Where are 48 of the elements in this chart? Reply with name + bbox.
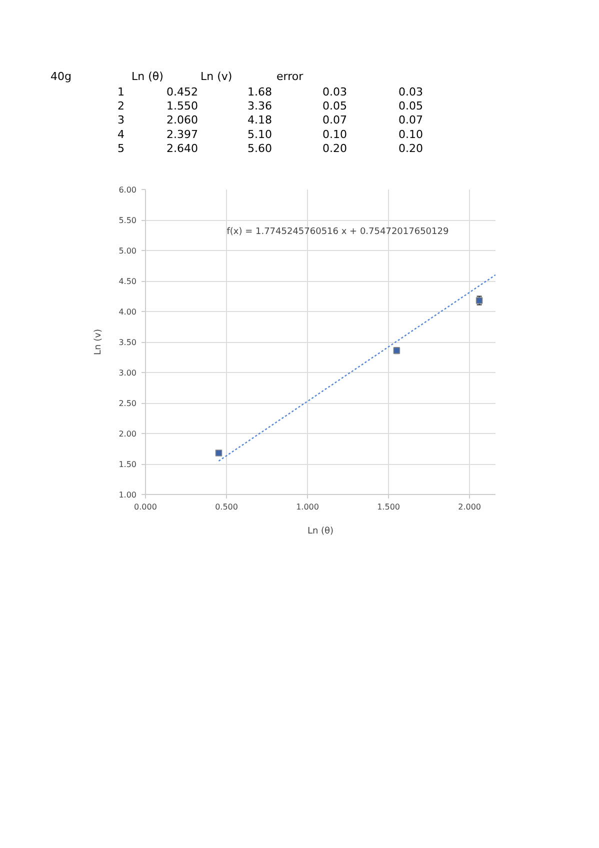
y-tick-label: 4.00 <box>118 308 136 316</box>
text: 5 <box>118 142 124 155</box>
text: 2.060 <box>166 114 198 127</box>
text: 2 <box>118 100 124 113</box>
y-tick-label: 1.00 <box>118 490 136 500</box>
text: Ln (θ) <box>132 70 164 83</box>
text: 4 <box>118 128 124 141</box>
text: 3.36 <box>248 100 272 113</box>
text: 0.05 <box>398 100 423 113</box>
text: 40g <box>50 70 72 83</box>
text: Ln (v) <box>200 70 232 83</box>
y-tick-label: 6.00 <box>118 186 136 194</box>
y-tick-label: 3.50 <box>118 338 136 347</box>
text: 0.20 <box>322 142 347 155</box>
text: 2.397 <box>166 128 198 141</box>
text: 5.10 <box>248 128 272 141</box>
text: 0.03 <box>398 86 423 98</box>
text: 0.10 <box>322 128 347 141</box>
y-axis-title: Ln (v) <box>94 329 104 355</box>
text: 0.05 <box>322 100 347 113</box>
text: 0.20 <box>398 142 423 155</box>
y-tick-label: 5.00 <box>118 246 136 256</box>
x-axis-title: Ln (θ) <box>307 526 334 536</box>
text: 0.03 <box>322 86 347 98</box>
y-tick-label: 3.00 <box>118 368 136 378</box>
text: 0.452 <box>166 86 198 98</box>
text: 0.07 <box>322 114 347 127</box>
text: 3 <box>118 114 124 127</box>
text: 1 <box>118 86 124 98</box>
text: 0.07 <box>398 114 423 127</box>
text: error <box>276 70 304 83</box>
y-tick-label: 2.50 <box>118 399 136 408</box>
x-tick-label: 2.000 <box>458 502 482 512</box>
text: 4.18 <box>248 114 272 127</box>
x-tick-label: 0.000 <box>134 502 157 512</box>
text: 1.550 <box>166 100 198 113</box>
y-tick-label: 5.50 <box>118 216 136 225</box>
text: 0.10 <box>398 128 423 141</box>
annotation: f(x) = 1.7745245760516 x + 0.75472017650129 <box>226 227 449 238</box>
y-tick-label: 4.50 <box>118 277 136 286</box>
x-tick-label: 1.000 <box>296 502 319 512</box>
y-tick-label: 1.50 <box>118 460 136 469</box>
text: 2.640 <box>166 142 198 155</box>
x-tick-label: 1.500 <box>377 502 400 512</box>
text: 5.60 <box>248 142 272 155</box>
text: 1.68 <box>248 86 272 98</box>
x-tick-label: 0.500 <box>215 502 238 512</box>
y-tick-label: 2.00 <box>118 430 136 438</box>
